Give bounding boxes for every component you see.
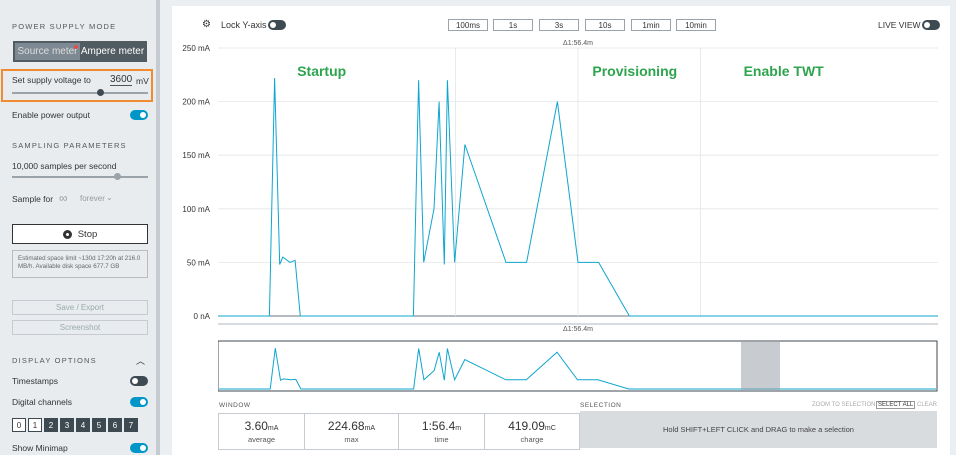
time-10s-button[interactable]: 10s — [585, 19, 625, 31]
time-10min-button[interactable]: 10min — [676, 19, 716, 31]
voltage-highlight — [1, 69, 153, 102]
lock-y-toggle[interactable] — [268, 20, 286, 30]
chart-annotation: Enable TWT — [744, 63, 825, 79]
y-tick-label: 250 mA — [182, 44, 210, 53]
charge-unit: mC — [544, 425, 556, 432]
mode-switch: Source meter Ampere meter — [13, 41, 147, 62]
time-1min-button[interactable]: 1min — [631, 19, 671, 31]
timestamps-toggle[interactable] — [130, 376, 148, 386]
channel-2[interactable]: 2 — [44, 418, 58, 432]
enable-power-toggle[interactable] — [130, 110, 148, 120]
enable-power-label: Enable power output — [12, 110, 90, 120]
time-stat: 1:56.4m time — [398, 413, 485, 450]
minimap[interactable]: Δ1:56.4m — [218, 322, 938, 392]
supply-voltage-input[interactable]: 3600 — [110, 74, 133, 86]
channel-0[interactable]: 0 — [12, 418, 26, 432]
time-unit: m — [455, 425, 462, 432]
time-1s-button[interactable]: 1s — [493, 19, 533, 31]
delta-bottom-label: Δ1:56.4m — [563, 326, 593, 333]
channel-3[interactable]: 3 — [60, 418, 74, 432]
chevron-down-icon: ⌄ — [106, 193, 113, 202]
max-caption: max — [344, 435, 359, 444]
window-stats: 3.60mA average 224.68mA max 1:56.4m time… — [218, 413, 580, 450]
samples-slider[interactable] — [12, 176, 148, 178]
live-view-toggle[interactable] — [922, 20, 940, 30]
record-icon — [62, 229, 72, 239]
max-stat: 224.68mA max — [304, 413, 399, 450]
average-caption: average — [247, 435, 276, 444]
show-minimap-label: Show Minimap — [12, 443, 68, 453]
display-options-title: DISPLAY OPTIONS — [12, 356, 97, 365]
infinity-icon: ∞ — [59, 191, 68, 205]
supply-voltage-label: Set supply voltage to — [12, 75, 91, 85]
sidebar-scrollbar[interactable] — [156, 0, 160, 455]
selection-hint: Hold SHIFT+LEFT CLICK and DRAG to make a… — [580, 411, 937, 448]
sample-for-label: Sample for — [12, 194, 54, 204]
channel-1[interactable]: 1 — [28, 418, 42, 432]
y-tick-label: 150 mA — [182, 151, 210, 160]
max-value: 224.68 — [327, 419, 365, 433]
channel-5[interactable]: 5 — [92, 418, 106, 432]
save-export-button[interactable]: Save / Export — [12, 300, 148, 315]
source-meter-button[interactable]: Source meter — [15, 43, 80, 60]
space-info: Estimated space limit ~130d 17:20h at 21… — [12, 250, 148, 278]
max-unit: mA — [364, 425, 376, 432]
timestamps-label: Timestamps — [12, 376, 58, 386]
stop-button[interactable]: Stop — [12, 224, 148, 244]
current-series-line — [218, 77, 938, 317]
sampling-title: SAMPLING PARAMETERS — [12, 141, 127, 150]
charge-caption: charge — [520, 435, 544, 444]
y-tick-label: 0 nA — [194, 312, 211, 321]
gear-icon[interactable]: ⚙ — [202, 19, 211, 30]
current-chart[interactable]: Δ1:56.4m 250 mA 200 mA 150 mA 100 mA 50 mA 0 … — [172, 34, 950, 334]
average-stat: 3.60mA average — [218, 413, 305, 450]
sidebar: POWER SUPPLY MODE Source meter Ampere me… — [0, 0, 156, 455]
chevron-up-icon[interactable]: ︿ — [136, 356, 146, 366]
samples-slider-knob[interactable] — [114, 173, 121, 180]
time-3s-button[interactable]: 3s — [539, 19, 579, 31]
time-caption: time — [434, 435, 449, 444]
channel-6[interactable]: 6 — [108, 418, 122, 432]
minimap-series — [219, 348, 936, 390]
ampere-meter-button[interactable]: Ampere meter — [80, 46, 145, 57]
supply-voltage-unit: mV — [136, 76, 149, 86]
voltage-slider-knob[interactable] — [97, 89, 104, 96]
live-view-label: LIVE VIEW — [878, 20, 921, 30]
average-unit: mA — [267, 425, 279, 432]
y-tick-label: 100 mA — [182, 205, 210, 214]
average-value: 3.60 — [244, 419, 268, 433]
select-all-button[interactable]: SELECT ALL — [876, 401, 916, 409]
channel-4[interactable]: 4 — [76, 418, 90, 432]
minimap-window[interactable] — [741, 341, 780, 391]
digital-channels-toggle[interactable] — [130, 397, 148, 407]
sample-for-dropdown[interactable]: forever — [80, 194, 105, 203]
power-supply-title: POWER SUPPLY MODE — [12, 22, 117, 31]
window-title: WINDOW — [219, 402, 251, 409]
stop-label: Stop — [77, 228, 98, 240]
selection-title: SELECTION — [580, 402, 622, 409]
digital-channels-label: Digital channels — [12, 397, 73, 407]
show-minimap-toggle[interactable] — [130, 443, 148, 453]
time-value: 1:56.4 — [421, 419, 456, 433]
channel-7[interactable]: 7 — [124, 418, 138, 432]
charge-stat: 419.09mC charge — [484, 413, 580, 450]
time-100ms-button[interactable]: 100ms — [448, 19, 488, 31]
zoom-to-selection-button[interactable]: ZOOM TO SELECTION — [812, 402, 876, 408]
samples-label: 10,000 samples per second — [12, 161, 117, 171]
chart-annotation: Startup — [297, 63, 346, 79]
clear-button[interactable]: CLEAR — [917, 402, 938, 408]
lock-y-label: Lock Y-axis — [221, 20, 267, 30]
delta-top-label: Δ1:56.4m — [563, 40, 593, 47]
y-tick-label: 200 mA — [182, 98, 210, 107]
screenshot-button[interactable]: Screenshot — [12, 320, 148, 335]
channel-grid: 0 1 2 3 4 5 6 7 — [12, 418, 138, 432]
chart-annotation: Provisioning — [592, 63, 677, 79]
y-tick-label: 50 mA — [187, 258, 211, 267]
charge-value: 419.09 — [508, 419, 545, 433]
voltage-slider[interactable] — [12, 92, 148, 94]
